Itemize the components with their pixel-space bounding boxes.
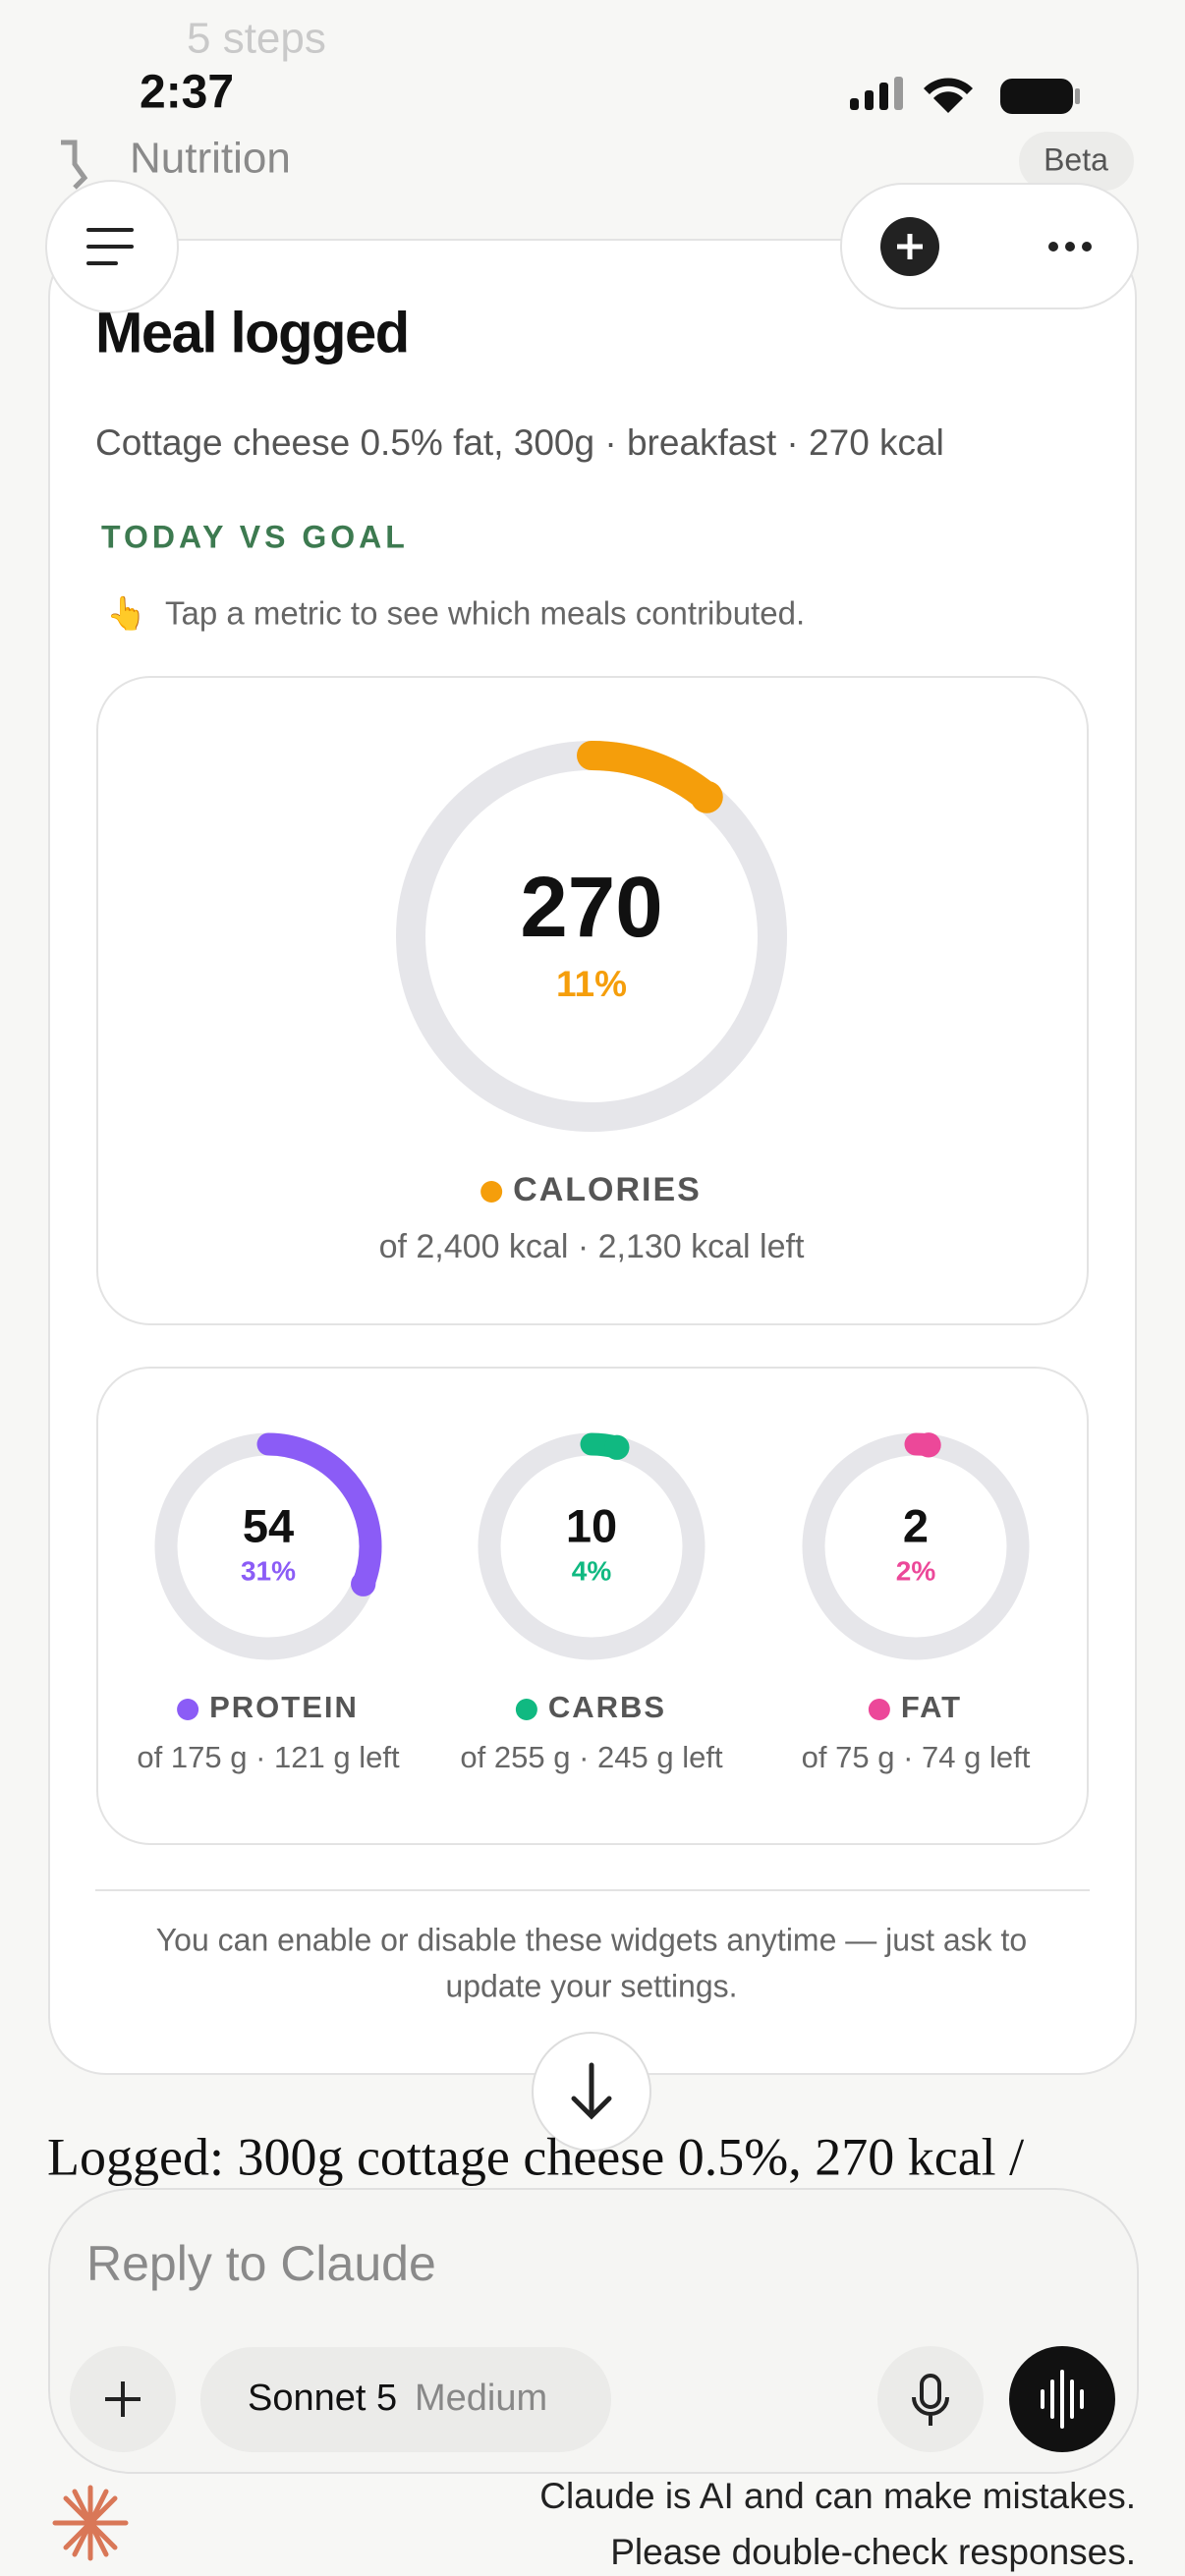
- metric-detail: of 75 g · 74 g left: [802, 1740, 1031, 1774]
- disclaimer: Please double-check responses.: [610, 2532, 1136, 2572]
- hint: Tap a metric to see which meals contribu…: [165, 595, 805, 632]
- ring-value: 2: [903, 1499, 929, 1551]
- mic-button[interactable]: [877, 2346, 984, 2452]
- header-title: Nutrition: [130, 135, 291, 183]
- metric-dot: [868, 1699, 890, 1720]
- status-icons: [850, 77, 1080, 114]
- steps: 5 steps: [187, 15, 326, 63]
- top-actions[interactable]: [840, 183, 1139, 309]
- scroll-down-button[interactable]: [532, 2032, 651, 2152]
- ring-end: [690, 780, 723, 813]
- metric-label: FAT: [901, 1690, 962, 1724]
- metric-dot: [480, 1181, 503, 1203]
- ring-end: [604, 1434, 630, 1460]
- metric-label: PROTEIN: [209, 1690, 359, 1724]
- model-selector[interactable]: [200, 2347, 611, 2452]
- ring-value: 54: [243, 1499, 294, 1551]
- ring-percent: 11%: [556, 964, 627, 1004]
- card-subtitle: Cottage cheese 0.5% fat, 300g · breakfas…: [95, 422, 944, 463]
- metric-detail: of 255 g · 245 g left: [460, 1740, 723, 1774]
- calories-card[interactable]: [96, 676, 1089, 1325]
- metric-label: CALORIES: [513, 1171, 702, 1208]
- ring-arc: [396, 741, 787, 1132]
- claude-logo: [52, 2485, 129, 2561]
- metric-label: CARBS: [548, 1690, 666, 1724]
- card-title: Meal logged: [95, 301, 409, 364]
- ring-end: [916, 1432, 941, 1458]
- section-label: TODAY VS GOAL: [101, 519, 409, 554]
- attach-button[interactable]: [70, 2346, 176, 2452]
- model-effort: Medium: [415, 2378, 547, 2419]
- metric-detail: of 175 g · 121 g left: [137, 1740, 400, 1774]
- beta-badge: [1019, 132, 1134, 191]
- ring-arc: [802, 1432, 1030, 1660]
- ring-end: [351, 1571, 376, 1596]
- ring-percent: 4%: [572, 1555, 612, 1586]
- tool-icon: [61, 140, 88, 190]
- menu-button[interactable]: [45, 180, 179, 313]
- metric-dot: [177, 1699, 199, 1720]
- ring-percent: 31%: [241, 1555, 296, 1586]
- ring-arc: [478, 1432, 705, 1660]
- metric-dot: [515, 1699, 537, 1720]
- reply-input[interactable]: Reply to Claude: [86, 2236, 436, 2291]
- metric-detail: of 2,400 kcal · 2,130 kcal left: [379, 1228, 805, 1265]
- model-name: Sonnet 5: [248, 2378, 397, 2419]
- footer-note: You can enable or disable these widgets …: [156, 1922, 1027, 1957]
- ring-value: 10: [566, 1499, 617, 1551]
- footer-note: update your settings.: [445, 1968, 737, 2003]
- hint-icon: 👆: [106, 595, 146, 633]
- voice-button[interactable]: [1009, 2346, 1115, 2452]
- disclaimer: Claude is AI and can make mistakes.: [539, 2476, 1136, 2516]
- ring-arc: [154, 1432, 382, 1660]
- status-time: 2:37: [140, 67, 234, 119]
- assistant-message: Logged: 300g cottage cheese 0.5%, 270 kc…: [47, 2127, 1024, 2186]
- ring-value: 270: [520, 860, 662, 955]
- ring-percent: 2%: [896, 1555, 936, 1586]
- beta-label: Beta: [1044, 141, 1108, 177]
